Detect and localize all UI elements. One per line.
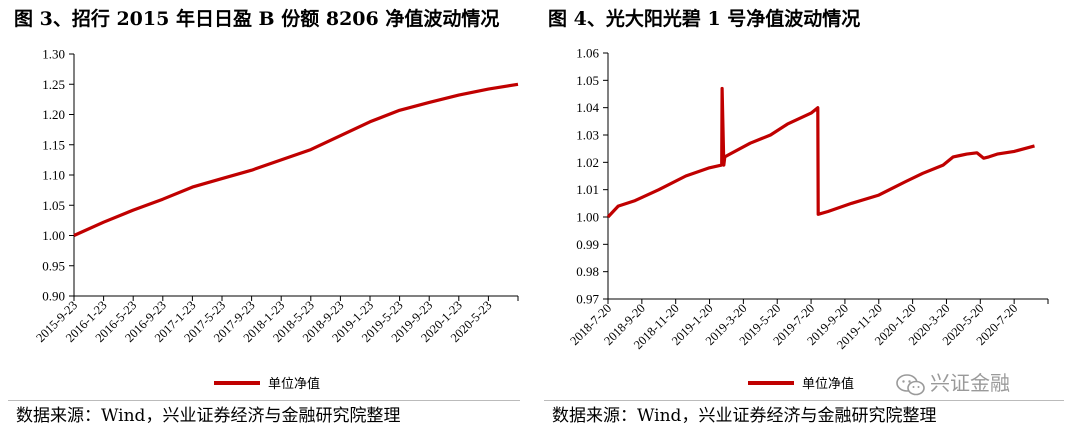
watermark: 兴证金融 — [896, 370, 1010, 396]
y-tick-label: 1.25 — [42, 77, 65, 92]
y-tick-label: 0.95 — [42, 258, 65, 273]
y-tick-label: 1.20 — [42, 107, 65, 122]
divider-left — [8, 400, 520, 401]
source-note-right: 数据来源：Wind，兴业证券经济与金融研究院整理 — [552, 406, 937, 426]
y-tick-label: 0.99 — [576, 237, 599, 252]
y-tick-label: 1.01 — [576, 182, 599, 197]
y-tick-label: 1.04 — [576, 100, 599, 115]
y-tick-label: 1.02 — [576, 155, 599, 170]
legend-label: 单位净值 — [268, 376, 320, 392]
y-tick-label: 0.98 — [576, 264, 599, 279]
y-tick-label: 0.97 — [576, 292, 599, 307]
y-tick-label: 1.06 — [576, 46, 599, 61]
nav-chart-left-svg: 0.900.951.001.051.101.151.201.251.302015… — [33, 47, 519, 392]
y-tick-label: 1.05 — [576, 73, 599, 88]
y-tick-label: 1.15 — [42, 137, 65, 152]
wechat-icon — [896, 373, 925, 395]
nav-chart-right: 0.97 0.98 0.99 1.00 1.01 1.02 1.03 1.04 1.05 1.06… — [545, 40, 1065, 400]
y-tick-label: 1.30 — [42, 47, 65, 62]
y-tick-label: 1.00 — [576, 210, 599, 225]
nav-chart-right-svg: 0.97 0.98 0.99 1.00 1.01 1.02 1.03 1.04 1.05 1.06… — [567, 46, 1049, 392]
y-tick-label: 1.03 — [576, 128, 599, 143]
y-tick-label: 0.90 — [42, 289, 65, 304]
y-tick-label: 1.10 — [42, 168, 65, 183]
y-tick-label: 1.05 — [42, 198, 65, 213]
series-line-net-value — [73, 82, 519, 237]
series-line-net-value — [606, 86, 1035, 219]
watermark-text: 兴证金融 — [930, 371, 1010, 395]
source-note-left: 数据来源：Wind，兴业证券经济与金融研究院整理 — [16, 406, 401, 426]
legend-label: 单位净值 — [802, 376, 854, 392]
chart-title-right: 图 4、光大阳光碧 1 号净值波动情况 — [548, 8, 861, 30]
chart-title-left: 图 3、招行 2015 年日日盈 B 份额 8206 净值波动情况 — [14, 8, 500, 30]
divider-right — [544, 400, 1064, 401]
y-tick-label: 1.00 — [42, 228, 65, 243]
nav-chart-left: 0.90 0.95 1.00 1.05 1.10 1.15 1.20 1.25 1.30 2015… — [10, 40, 530, 400]
